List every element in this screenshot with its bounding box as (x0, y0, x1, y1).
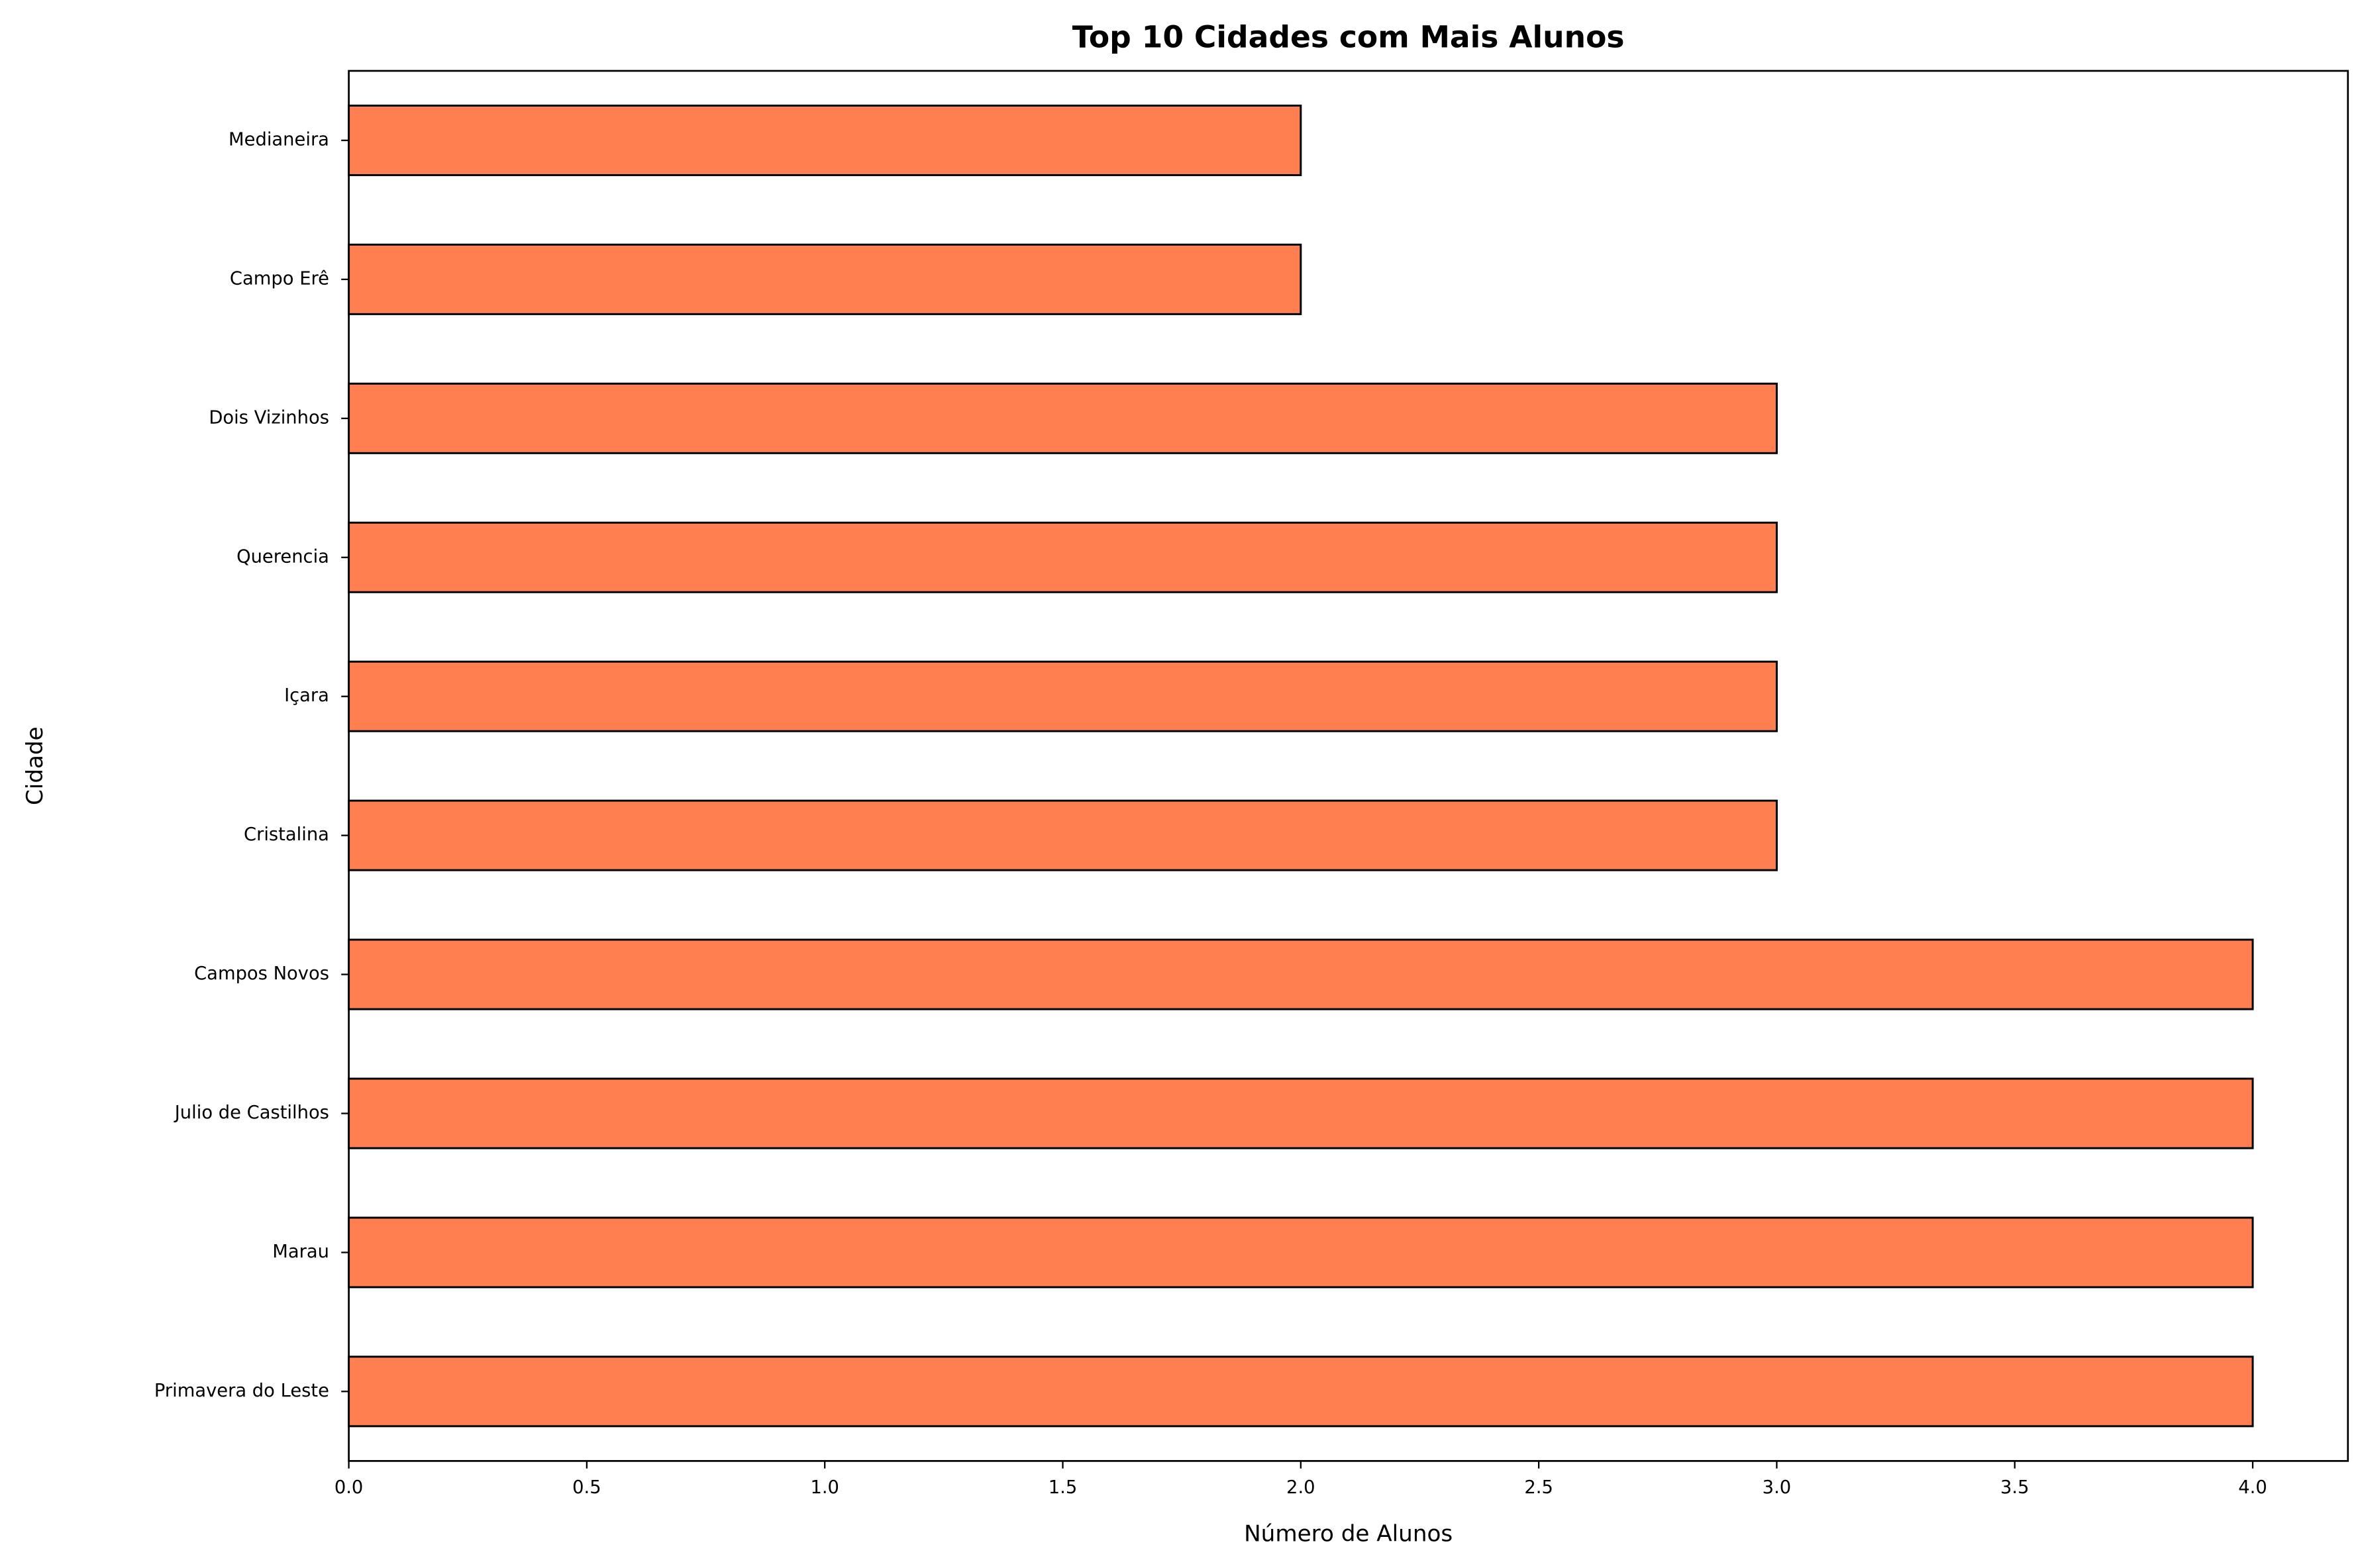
x-tick-label: 1.0 (810, 1477, 839, 1498)
bar (348, 938, 2254, 1010)
plot-frame (348, 70, 2349, 1462)
x-tick-label: 3.5 (2000, 1477, 2029, 1498)
y-tick-label: Cristalina (244, 824, 329, 845)
bar (348, 660, 1778, 732)
bar (348, 1077, 2254, 1150)
y-axis-label: Cidade (22, 726, 48, 805)
bar (348, 799, 1778, 871)
bar (348, 105, 1302, 176)
bar (348, 1355, 2254, 1428)
x-tick-label: 1.5 (1049, 1477, 1077, 1498)
bar (348, 521, 1778, 593)
bar (348, 1216, 2254, 1289)
bar (348, 382, 1778, 454)
chart-title: Top 10 Cidades com Mais Alunos (1072, 20, 1625, 55)
y-tick-label: Dois Vizinhos (209, 407, 329, 428)
x-axis-label: Número de Alunos (1244, 1520, 1453, 1547)
bar (348, 243, 1302, 315)
y-tick-label: Campo Erê (230, 268, 329, 289)
y-tick-label: Querencia (236, 546, 329, 567)
y-tick-label: Medianeira (229, 129, 329, 150)
y-tick-label: Içara (284, 685, 329, 706)
y-tick-label: Julio de Castilhos (174, 1102, 329, 1123)
y-tick-label: Primavera do Leste (154, 1381, 329, 1401)
x-tick-label: 4.0 (2238, 1477, 2267, 1498)
y-tick-label: Marau (272, 1242, 329, 1262)
x-tick-label: 2.5 (1524, 1477, 1553, 1498)
x-tick-label: 2.0 (1286, 1477, 1315, 1498)
x-tick-label: 0.0 (334, 1477, 363, 1498)
y-tick-label: Campos Novos (194, 963, 329, 984)
x-tick-label: 3.0 (1763, 1477, 1791, 1498)
x-tick-label: 0.5 (572, 1477, 601, 1498)
